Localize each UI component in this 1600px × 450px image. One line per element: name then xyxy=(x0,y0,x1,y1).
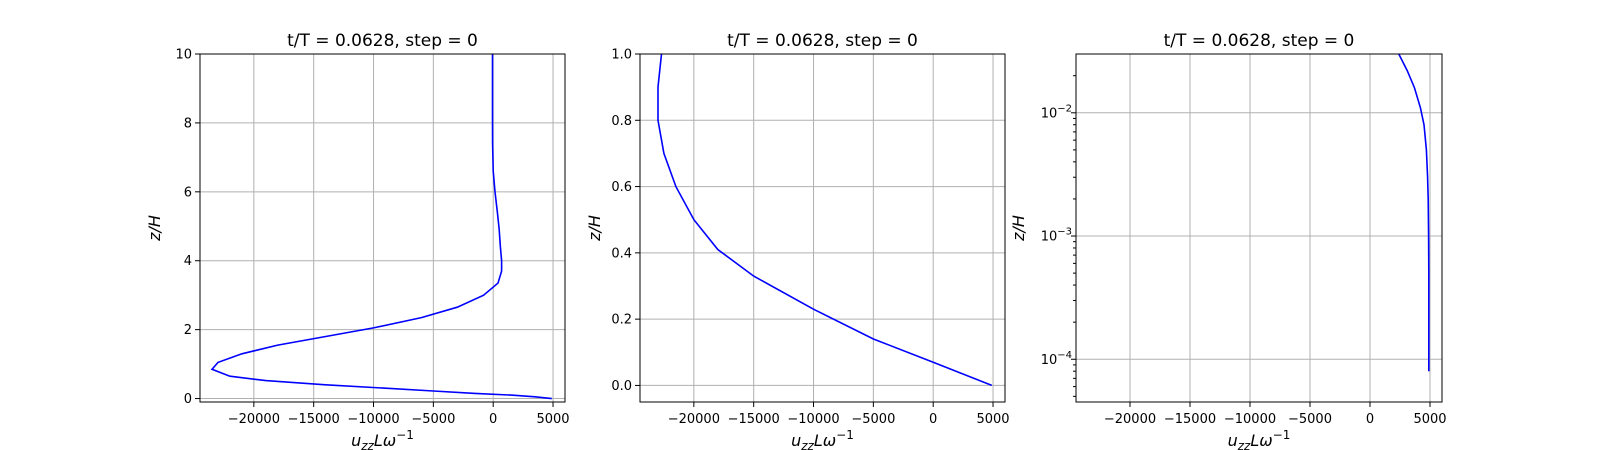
y-tick-label: 0 xyxy=(184,392,192,407)
x-tick-label: −20000 xyxy=(1104,412,1156,427)
chart-panel-1: −20000 −15000 −10000 −5000 0 5000 0 2 4 6 8 10 t/T =… xyxy=(145,31,570,450)
axes-frame xyxy=(1075,53,1443,403)
y-tick-label: 0.6 xyxy=(611,180,632,195)
x-tick-label: −5000 xyxy=(851,412,895,427)
x-tick-label: 5000 xyxy=(536,412,569,427)
x-tick-label: −20000 xyxy=(228,412,280,427)
x-tick-label: −5000 xyxy=(411,412,455,427)
data-series-line xyxy=(210,54,552,400)
y-tick-label: 8 xyxy=(184,116,192,131)
x-tick-label: −10000 xyxy=(1224,412,1276,427)
chart-title: t/T = 0.0628, step = 0 xyxy=(1164,31,1355,51)
y-axis-label: z/H xyxy=(585,215,604,242)
x-tick-label: 0 xyxy=(1366,412,1374,427)
x-axis-label: uzzLω−1 xyxy=(351,428,414,450)
y-tick-label: 0.0 xyxy=(611,379,632,394)
x-tick-label: 0 xyxy=(929,412,937,427)
y-tick-label: 10−2 xyxy=(1041,103,1072,121)
x-axis-label: uzzLω−1 xyxy=(791,428,854,450)
x-tick-label: −10000 xyxy=(787,412,839,427)
x-axis-label: uzzLω−1 xyxy=(1228,428,1291,450)
x-tick-label: −20000 xyxy=(668,412,720,427)
y-tick-label: 10 xyxy=(175,48,192,63)
y-tick-label: 4 xyxy=(184,254,192,269)
y-tick-label: 0.8 xyxy=(611,114,632,129)
chart-title: t/T = 0.0628, step = 0 xyxy=(727,31,918,51)
y-tick-label: 0.2 xyxy=(611,313,632,328)
x-tick-label: 5000 xyxy=(1413,412,1446,427)
x-tick-label: −15000 xyxy=(288,412,340,427)
data-series-line xyxy=(1398,53,1430,372)
axes-frame xyxy=(639,53,1006,403)
data-series-line xyxy=(657,53,993,387)
x-tick-label: 5000 xyxy=(976,412,1009,427)
y-tick-label: 2 xyxy=(184,323,192,338)
x-tick-label: −15000 xyxy=(1164,412,1216,427)
chart-title: t/T = 0.0628, step = 0 xyxy=(287,31,478,51)
y-tick-label: 0.4 xyxy=(611,246,632,261)
x-tick-label: −5000 xyxy=(1288,412,1332,427)
x-tick-label: −10000 xyxy=(347,412,399,427)
panels: −20000 −15000 −10000 −5000 0 5000 0 2 4 6 8 10 t/T =… xyxy=(145,31,1447,450)
y-tick-label: 6 xyxy=(184,185,192,200)
y-axis-label: z/H xyxy=(145,215,164,242)
y-tick-label: 10−4 xyxy=(1041,350,1072,368)
x-tick-label: −15000 xyxy=(728,412,780,427)
chart-panel-2: −20000 −15000 −10000 −5000 0 5000 0.0 0.2 0.4 0.6… xyxy=(585,31,1010,450)
axes-frame xyxy=(199,53,566,403)
y-axis-label: z/H xyxy=(1009,215,1028,242)
y-tick-label: 10−3 xyxy=(1041,227,1072,245)
chart-panel-3: −20000 −15000 −10000 −5000 0 5000 10−4 10−3 10−2… xyxy=(1009,31,1447,450)
x-tick-label: 0 xyxy=(489,412,497,427)
y-tick-label: 1.0 xyxy=(611,48,632,63)
